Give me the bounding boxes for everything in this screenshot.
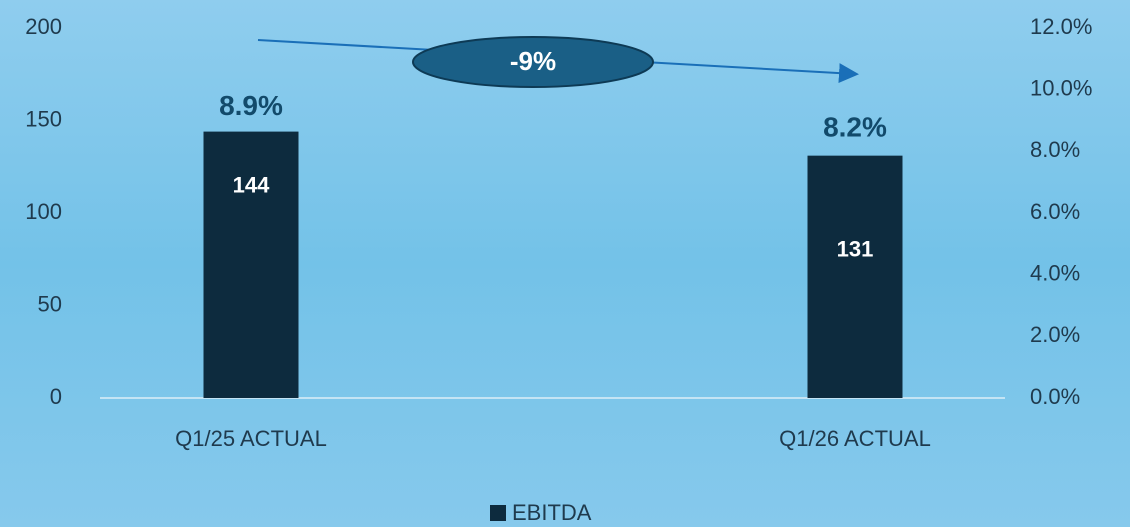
bar-value-label: 144 <box>233 172 270 197</box>
x-tick-label: Q1/26 ACTUAL <box>779 426 931 451</box>
legend-swatch <box>490 505 506 521</box>
y-tick-label: 0 <box>50 384 62 409</box>
annotation-ellipse <box>412 36 654 88</box>
bar <box>203 131 299 398</box>
y2-tick-label: 0.0% <box>1030 384 1080 409</box>
margin-label: 8.9% <box>219 90 283 121</box>
y-tick-label: 200 <box>25 14 62 39</box>
bar-value-label: 131 <box>837 236 874 261</box>
y-tick-label: 50 <box>38 291 62 316</box>
margin-label: 8.2% <box>823 112 887 143</box>
y-tick-label: 100 <box>25 199 62 224</box>
y2-tick-label: 12.0% <box>1030 14 1092 39</box>
x-tick-label: Q1/25 ACTUAL <box>175 426 327 451</box>
y2-tick-label: 2.0% <box>1030 322 1080 347</box>
y2-tick-label: 8.0% <box>1030 137 1080 162</box>
annotation: -9% <box>510 46 556 76</box>
y2-tick-label: 6.0% <box>1030 199 1080 224</box>
y-tick-label: 150 <box>25 106 62 131</box>
bar <box>807 155 903 398</box>
legend-label: EBITDA <box>512 500 592 525</box>
y2-tick-label: 4.0% <box>1030 260 1080 285</box>
y2-tick-label: 10.0% <box>1030 75 1092 100</box>
